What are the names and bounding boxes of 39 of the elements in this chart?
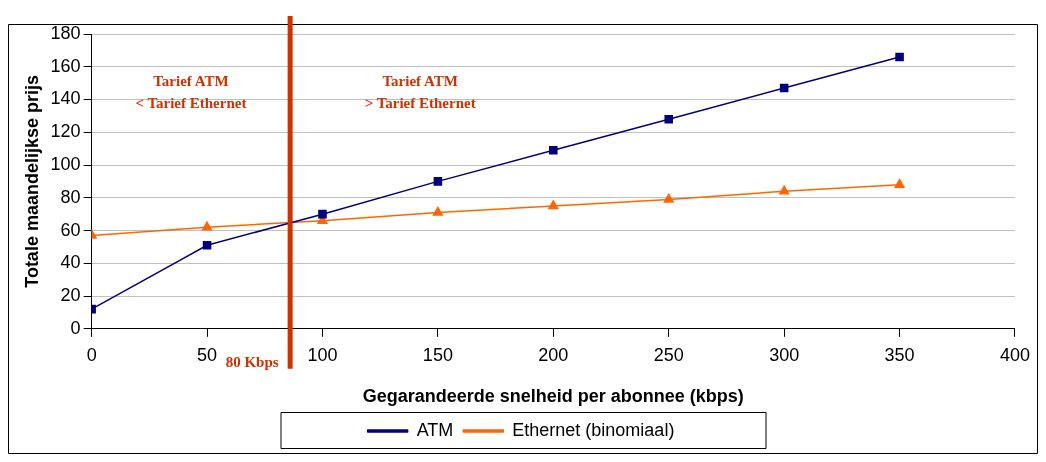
point	[202, 240, 212, 250]
point	[663, 193, 674, 203]
point	[201, 221, 213, 231]
point	[318, 209, 327, 219]
x-tick-label: 0	[86, 344, 97, 365]
point	[548, 200, 559, 210]
point	[433, 177, 443, 186]
y-tick-label: 60	[60, 219, 81, 240]
annotation: Tarief ATM < Tarief Ethernet	[135, 72, 247, 111]
y-tick-label: 180	[50, 22, 81, 43]
y-tick-label: 0	[70, 317, 81, 338]
y-tick-label: 40	[60, 252, 81, 273]
point	[779, 83, 789, 93]
y-tick-label: 80	[60, 186, 81, 207]
x-tick-label: 350	[884, 344, 915, 365]
point	[549, 146, 558, 155]
x-tick-label: 400	[999, 344, 1031, 365]
annotation: Tarief ATM > Tarief Ethernet	[364, 72, 476, 111]
y-tick-label: 160	[50, 55, 81, 76]
x-tick-label: 300	[769, 344, 800, 365]
x-tick-label: 250	[653, 344, 684, 365]
legend-label: ATM	[416, 419, 454, 440]
y-tick-label: 120	[50, 121, 81, 142]
y-tick-label: 20	[60, 285, 81, 306]
point	[664, 114, 674, 124]
y-axis-title: Totale maandelijkse prijs	[21, 75, 42, 288]
ref-line-label: 80 Kbps	[225, 353, 279, 370]
point	[432, 206, 443, 216]
x-tick-label: 200	[538, 344, 569, 365]
legend-label: Ethernet (binomiaal)	[512, 419, 675, 440]
x-axis-title: Gegarandeerde snelheid per abonnee (kbps)	[362, 386, 744, 407]
x-tick-label: 100	[307, 344, 338, 365]
y-tick-label: 100	[50, 153, 81, 174]
x-tick-label: 150	[422, 344, 453, 365]
point	[779, 185, 790, 195]
point	[894, 178, 905, 188]
x-tick-label: 50	[197, 344, 218, 365]
point	[895, 52, 904, 62]
y-tick-label: 140	[50, 88, 81, 109]
